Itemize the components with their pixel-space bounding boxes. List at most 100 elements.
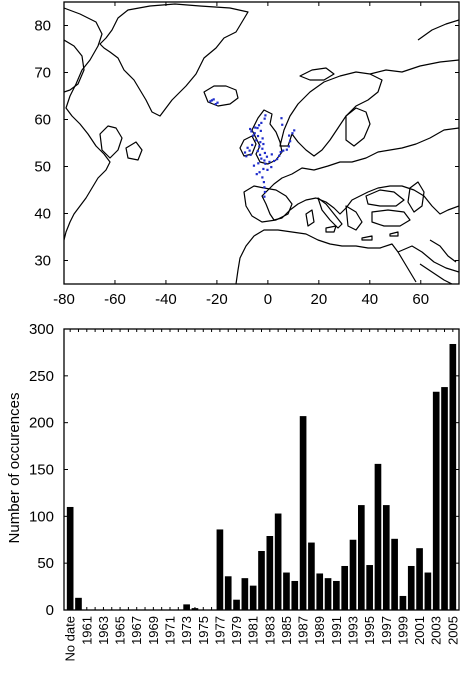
bar-1992 (341, 565, 349, 610)
bar-ytick-label: 0 (46, 602, 54, 619)
bar-1996 (374, 463, 382, 610)
bar-1985 (283, 572, 290, 610)
bar-xtick-label: 1971 (162, 616, 177, 645)
bar-1977 (216, 529, 224, 610)
bar-xtick-label: 1961 (79, 616, 94, 645)
coastline-greenland (99, 3, 249, 117)
bar-xtick-label: 1965 (113, 616, 128, 645)
bar-1981 (249, 585, 257, 610)
bar-xtick-label: 1963 (96, 616, 111, 645)
bar-xtick-label: 1999 (395, 616, 410, 645)
coastline-kola (369, 59, 459, 75)
occurrence-point (256, 134, 260, 138)
bar-xtick-label: 1973 (179, 616, 194, 645)
map-ytick-label: 40 (34, 206, 51, 223)
bar-1994 (358, 505, 365, 610)
occurrence-point (216, 101, 219, 104)
coastline-balkans (345, 205, 363, 231)
occurrence-point (263, 159, 266, 162)
coastlines (64, 3, 459, 284)
bar-xtick-label: 1967 (129, 616, 144, 645)
occurrence-point (214, 102, 217, 106)
occurrence-point (251, 143, 254, 147)
occurrence-point (266, 168, 269, 171)
occurrence-point (285, 148, 288, 151)
bar-1999 (399, 595, 407, 610)
bar-xtick-labels: No date 1961 1963 1965 1967 1969 1971 1973 1975 1… (63, 616, 461, 662)
bar-xtick-label: 1969 (146, 616, 161, 645)
occurrence-point (212, 98, 215, 101)
occurrence-point (261, 147, 264, 150)
bar-ytick-label: 50 (37, 555, 54, 572)
bar-1987 (299, 416, 307, 610)
occurrence-point (264, 114, 267, 117)
occurrence-point (261, 176, 264, 179)
occurrence-point (291, 132, 294, 135)
map-xtick-label: -40 (155, 291, 177, 308)
occurrence-point (276, 157, 279, 161)
occurrence-point (281, 123, 284, 126)
occurrence-point (262, 167, 265, 171)
y-axis-label: Number of occurences (6, 393, 23, 544)
bar-xtick-label: 1995 (362, 616, 377, 645)
map-xtick-labels: -80 -60 -40 -20 0 20 40 60 (53, 291, 429, 308)
map-ytick-label: 50 (34, 159, 51, 176)
occurrence-point (280, 117, 283, 120)
bar-xtick-label: 1991 (329, 616, 344, 645)
occurrence-point (254, 126, 257, 129)
occurrence-point (252, 164, 256, 167)
occurrence-point (249, 127, 252, 131)
bar-ticks (64, 328, 459, 611)
bar-1997 (382, 505, 390, 610)
bar-xtick-label: No date (63, 616, 78, 662)
coastline-sicily (325, 225, 337, 233)
occurrence-point (259, 129, 262, 132)
occurrence-point (252, 134, 255, 137)
bar-1993 (349, 539, 357, 610)
bar-xtick-label: 2003 (429, 616, 444, 645)
occurrence-point (261, 137, 264, 140)
occurrence-point (278, 154, 281, 157)
occurrence-point (243, 151, 247, 154)
map-ytick-label: 80 (34, 18, 51, 35)
occurrence-point (263, 195, 266, 198)
bar-1982 (258, 550, 265, 610)
occurrence-point (257, 124, 261, 127)
bar-xtick-label: 1979 (229, 616, 244, 645)
bar-xtick-label: 2005 (445, 616, 460, 645)
coastline-black-sea (365, 189, 405, 207)
map-xtick-label: 0 (264, 291, 272, 308)
occurrence-point (293, 129, 296, 132)
occurrence-point (245, 155, 248, 158)
occurrence-point (262, 181, 265, 184)
occurrence-point (288, 134, 291, 137)
coastline-baffin (64, 39, 85, 93)
coastline-ireland (239, 135, 257, 157)
occurrence-point (272, 159, 276, 163)
coastline-sardinia (305, 209, 315, 227)
occurrence-point (279, 150, 282, 154)
occurrence-point (289, 140, 292, 143)
coastline-finland (345, 107, 371, 147)
occurrence-point (256, 126, 259, 130)
occurrence-point (255, 173, 258, 176)
coastline-africa (235, 229, 417, 284)
occurrence-point (256, 149, 259, 153)
coastline-svalbard (299, 67, 335, 81)
bar-ytick-label: 100 (29, 508, 54, 525)
coastline-crete (361, 235, 373, 241)
map-axes-frame (63, 1, 460, 285)
occurrence-point (210, 99, 214, 102)
occurrence-points (209, 98, 296, 198)
bar-2004 (441, 387, 448, 610)
occurrence-point (263, 151, 267, 155)
map-panel: -80 -60 -40 -20 0 20 40 60 30 40 50 60 70 80 (34, 1, 460, 308)
bar-1960 (75, 597, 82, 610)
bar-xtick-label: 1985 (279, 616, 294, 645)
occurrence-point (263, 186, 266, 189)
occurrence-point (253, 132, 256, 135)
coastline-red-sea (397, 245, 459, 273)
bar-xtick-label: 1983 (262, 616, 277, 645)
